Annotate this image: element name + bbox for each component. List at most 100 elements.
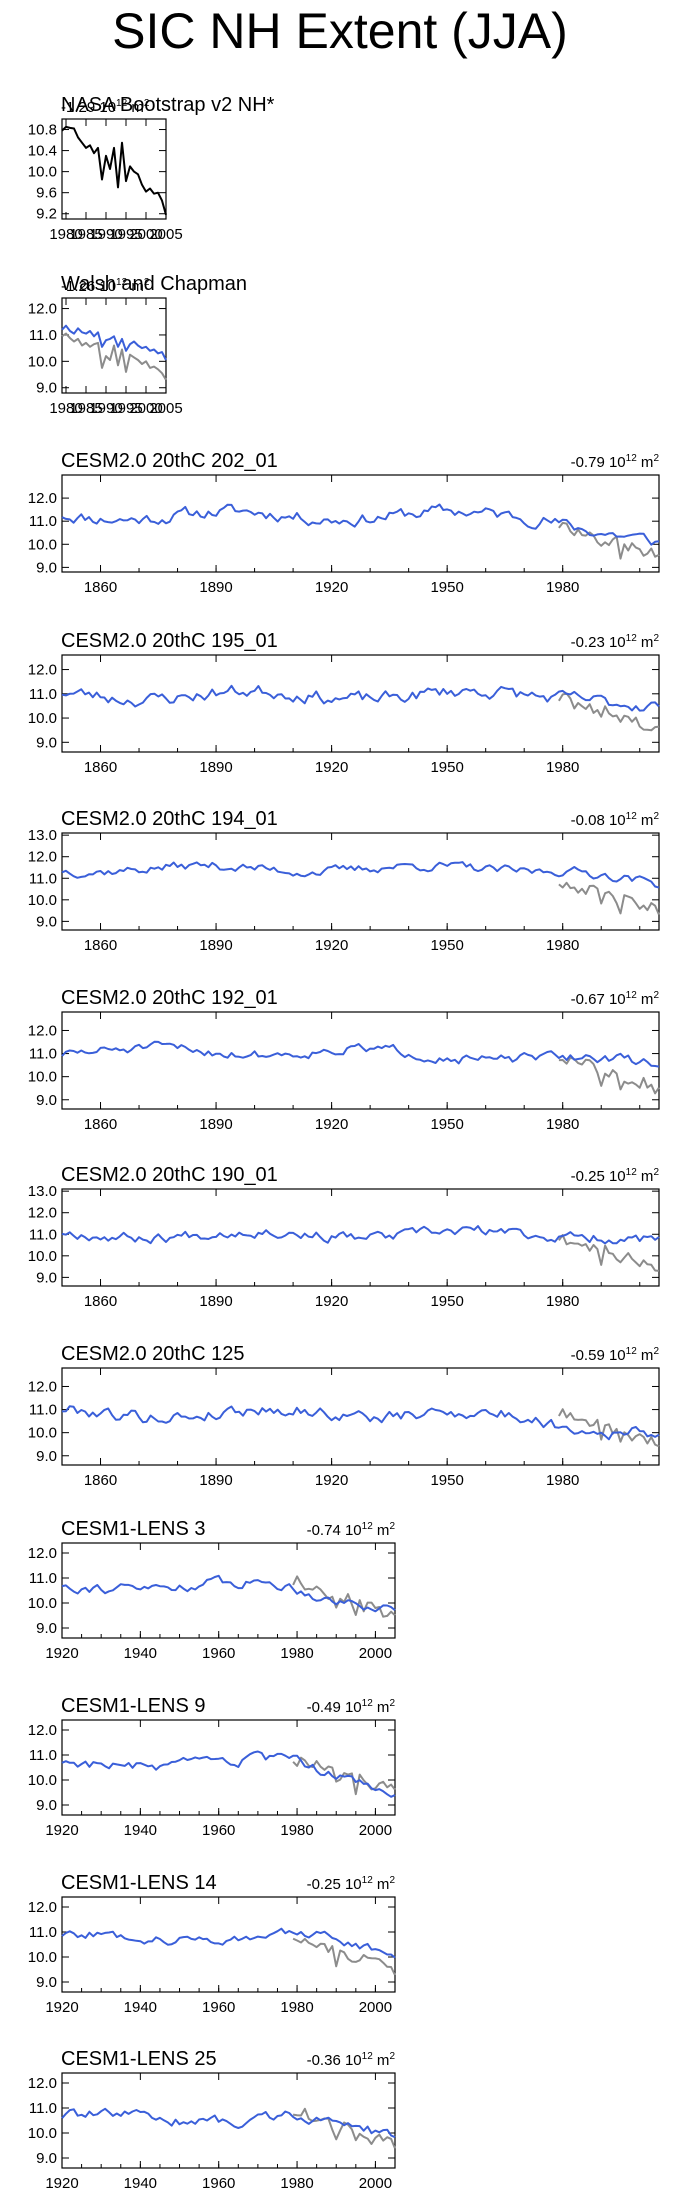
chart-panel-0: NASA Bootstrap v2 NH*-1.29 1012 m2198019… [28, 94, 275, 243]
x-tick-label: 1940 [124, 1999, 157, 2016]
y-tick-label: 9.0 [36, 559, 57, 576]
trend-label: -0.25 1012 m2 [307, 1875, 396, 1893]
x-tick-label: 1890 [199, 1293, 232, 1310]
chart-title: CESM1-LENS 3 [61, 1518, 206, 1540]
y-tick-label: 11.0 [29, 870, 57, 887]
trend-label: -0.67 1012 m2 [571, 990, 660, 1008]
plot-frame [61, 832, 660, 931]
y-tick-label: 9.0 [36, 1269, 57, 1286]
x-tick-label: 1860 [84, 579, 117, 596]
x-tick-label: 1920 [45, 2175, 78, 2192]
x-tick-label: 1860 [84, 1116, 117, 1133]
x-tick-label: 1950 [430, 579, 463, 596]
y-tick-label: 10.0 [28, 892, 57, 909]
y-tick-label: 12.0 [28, 662, 57, 679]
y-tick-label: 12.0 [28, 490, 57, 507]
chart-title: CESM2.0 20thC 190_01 [61, 1164, 278, 1186]
y-tick-label: 11.0 [29, 1924, 57, 1941]
x-tick-label: 1950 [430, 1472, 463, 1489]
series-line-obs [292, 1575, 396, 1618]
x-tick-label: 1890 [199, 579, 232, 596]
chart-title: CESM1-LENS 14 [61, 1872, 217, 1894]
y-tick-label: 10.0 [28, 1069, 57, 1086]
series-line-model [61, 2107, 396, 2139]
page-title: SIC NH Extent (JJA) [112, 3, 568, 59]
y-tick-label: 10.0 [28, 1595, 57, 1612]
y-tick-label: 12.0 [28, 2075, 57, 2092]
trend-label: -0.08 1012 m2 [571, 811, 660, 829]
series-line-model [61, 861, 660, 889]
x-tick-label: 1860 [84, 1293, 117, 1310]
x-tick-label: 1920 [315, 579, 348, 596]
y-tick-label: 11.0 [29, 1747, 57, 1764]
chart-title: CESM2.0 20thC 202_01 [61, 450, 278, 472]
series-line-obs [558, 1234, 660, 1272]
x-tick-label: 1960 [202, 2175, 235, 2192]
plot-frame [61, 1719, 396, 1816]
y-tick-label: 10.0 [28, 1425, 57, 1442]
x-tick-label: 2000 [129, 226, 162, 243]
x-tick-label: 1920 [45, 1822, 78, 1839]
series-line-obs [292, 2107, 396, 2149]
y-tick-label: 10.0 [28, 164, 57, 181]
y-tick-label: 10.0 [28, 353, 57, 370]
y-tick-label: 13.0 [28, 827, 57, 844]
y-tick-label: 12.0 [28, 1722, 57, 1739]
x-tick-label: 1940 [124, 1645, 157, 1662]
series-line-nasa [61, 125, 167, 216]
chart-title: CESM2.0 20thC 192_01 [61, 987, 278, 1009]
series-line-model [61, 503, 660, 546]
chart-panel-6: CESM2.0 20thC 190_01 -0.25 1012 m2 1860 189… [28, 1164, 660, 1310]
x-tick-label: 1960 [202, 1822, 235, 1839]
chart-title: CESM2.0 20thC 125 [61, 1343, 244, 1365]
y-tick-label: 11.0 [29, 327, 57, 344]
x-tick-label: 1950 [430, 759, 463, 776]
x-tick-label: 2000 [359, 2175, 392, 2192]
plot-frame [61, 1542, 396, 1639]
y-tick-label: 12.0 [28, 1899, 57, 1916]
x-tick-label: 1890 [199, 759, 232, 776]
trend-label: -1.29 1012 m2 [61, 98, 150, 116]
y-tick-label: 9.2 [36, 206, 57, 223]
trend-label: -1.26 1012 m2 [61, 277, 150, 295]
plot-frame [61, 118, 167, 220]
plot-frame [61, 474, 660, 573]
x-tick-label: 1990 [89, 400, 122, 417]
y-tick-label: 11.0 [29, 1226, 57, 1243]
x-tick-label: 1980 [546, 579, 579, 596]
trend-label: -0.23 1012 m2 [571, 633, 660, 651]
y-tick-label: 12.0 [28, 1205, 57, 1222]
y-tick-label: 10.0 [28, 536, 57, 553]
y-tick-label: 10.4 [28, 143, 57, 160]
x-tick-label: 1940 [124, 2175, 157, 2192]
series-line-obs [558, 692, 660, 732]
plot-frame [61, 1896, 396, 1993]
y-tick-label: 9.0 [36, 913, 57, 930]
y-tick-label: 9.0 [36, 1092, 57, 1109]
plot-frame [61, 2072, 396, 2169]
y-tick-label: 10.0 [28, 1248, 57, 1265]
chart-panel-7: CESM2.0 20thC 125 -0.59 1012 m2 1860 1890 19… [28, 1343, 660, 1489]
x-tick-label: 1980 [280, 1822, 313, 1839]
x-tick-label: 1980 [546, 1472, 579, 1489]
chart-panel-3: CESM2.0 20thC 195_01 -0.23 1012 m2 1860 189… [28, 630, 660, 776]
series-line-model [61, 1405, 660, 1441]
x-tick-label: 1980 [546, 937, 579, 954]
trend-label: -0.79 1012 m2 [571, 453, 660, 471]
series-line-model [61, 684, 660, 712]
x-tick-label: 2005 [149, 400, 182, 417]
y-tick-label: 10.8 [28, 122, 57, 139]
y-tick-label: 9.0 [36, 1448, 57, 1465]
x-tick-label: 1980 [546, 759, 579, 776]
x-tick-label: 1980 [49, 400, 82, 417]
y-tick-label: 9.6 [36, 185, 57, 202]
y-tick-label: 9.0 [36, 1974, 57, 1991]
x-tick-label: 1920 [315, 759, 348, 776]
y-tick-label: 10.0 [28, 1772, 57, 1789]
x-tick-label: 1995 [109, 226, 142, 243]
chart-panel-11: CESM1-LENS 25 -0.36 1012 m2 1920 1940 1960 19… [28, 2048, 396, 2192]
x-tick-label: 1995 [109, 400, 142, 417]
y-tick-label: 10.0 [28, 1949, 57, 1966]
trend-label: -0.25 1012 m2 [571, 1167, 660, 1185]
series-line-model [61, 1750, 396, 1798]
